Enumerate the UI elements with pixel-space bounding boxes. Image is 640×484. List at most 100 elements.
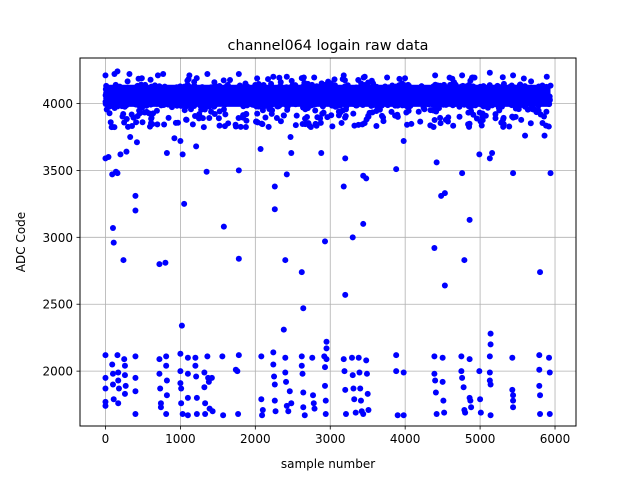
data-point bbox=[163, 410, 170, 417]
band-point bbox=[182, 87, 189, 94]
data-point bbox=[441, 282, 448, 289]
band-point bbox=[232, 123, 239, 130]
data-point bbox=[509, 386, 516, 393]
band-point bbox=[388, 108, 395, 115]
data-point bbox=[121, 362, 128, 369]
band-point bbox=[458, 83, 465, 90]
band-point bbox=[447, 86, 454, 93]
data-point bbox=[467, 397, 474, 404]
band-point bbox=[139, 104, 146, 111]
band-point bbox=[392, 99, 399, 106]
data-point bbox=[110, 239, 117, 246]
band-point bbox=[310, 93, 317, 100]
data-point bbox=[219, 353, 226, 360]
data-point bbox=[282, 369, 289, 376]
data-point bbox=[235, 167, 242, 174]
data-point bbox=[300, 404, 307, 411]
data-point bbox=[184, 370, 191, 377]
band-point bbox=[254, 119, 261, 126]
data-point bbox=[184, 354, 191, 361]
data-point bbox=[285, 408, 292, 415]
data-point bbox=[288, 150, 295, 157]
data-point bbox=[156, 356, 163, 363]
data-point bbox=[440, 397, 447, 404]
band-point bbox=[174, 119, 181, 126]
data-point bbox=[157, 385, 164, 392]
band-point bbox=[442, 116, 449, 123]
x-tick-label: 2000 bbox=[240, 432, 271, 446]
band-point bbox=[103, 98, 110, 105]
data-point bbox=[349, 234, 356, 241]
band-point bbox=[255, 81, 262, 88]
band-point bbox=[393, 89, 400, 96]
band-point bbox=[363, 116, 370, 123]
data-point bbox=[203, 168, 210, 175]
band-point bbox=[221, 101, 228, 108]
data-point bbox=[271, 206, 278, 213]
band-point bbox=[460, 89, 467, 96]
band-point bbox=[384, 74, 391, 81]
data-point bbox=[394, 412, 401, 419]
data-point bbox=[431, 353, 438, 360]
data-point bbox=[163, 362, 170, 369]
data-point bbox=[105, 154, 112, 161]
band-point bbox=[265, 123, 272, 130]
band-point bbox=[181, 107, 188, 114]
data-point bbox=[179, 410, 186, 417]
data-point bbox=[536, 382, 543, 389]
band-point bbox=[467, 77, 474, 84]
band-point bbox=[160, 101, 167, 108]
data-point bbox=[433, 410, 440, 417]
data-point bbox=[201, 369, 208, 376]
band-point bbox=[200, 94, 207, 101]
x-tick-label: 1000 bbox=[165, 432, 196, 446]
band-point bbox=[396, 75, 403, 82]
data-point bbox=[309, 354, 316, 361]
data-point bbox=[208, 374, 215, 381]
band-point bbox=[139, 91, 146, 98]
x-tick-label: 6000 bbox=[540, 432, 571, 446]
data-point bbox=[509, 354, 516, 361]
data-point bbox=[209, 408, 216, 415]
band-point bbox=[450, 122, 457, 129]
band-point bbox=[254, 110, 261, 117]
data-point bbox=[258, 353, 265, 360]
data-point bbox=[458, 368, 465, 375]
band-point bbox=[373, 123, 380, 130]
data-point bbox=[204, 71, 211, 78]
data-point bbox=[220, 223, 227, 230]
y-tick-label: 3500 bbox=[42, 164, 73, 178]
data-point bbox=[280, 326, 287, 333]
band-point bbox=[227, 97, 234, 104]
data-point bbox=[431, 245, 438, 252]
band-point bbox=[259, 107, 266, 114]
x-tick-label: 3000 bbox=[315, 432, 346, 446]
data-point bbox=[322, 410, 329, 417]
band-point bbox=[117, 86, 124, 93]
band-point bbox=[473, 115, 480, 122]
data-point bbox=[178, 385, 185, 392]
data-band bbox=[102, 74, 554, 131]
data-point bbox=[459, 374, 466, 381]
band-point bbox=[123, 101, 130, 108]
data-point bbox=[234, 368, 241, 375]
data-point bbox=[486, 369, 493, 376]
band-point bbox=[423, 95, 430, 102]
band-point bbox=[412, 94, 419, 101]
data-point bbox=[510, 404, 517, 411]
band-point bbox=[280, 112, 287, 119]
band-point bbox=[147, 76, 154, 83]
data-point bbox=[546, 410, 553, 417]
data-point bbox=[543, 73, 550, 80]
data-point bbox=[462, 409, 469, 416]
band-point bbox=[189, 121, 196, 128]
data-point bbox=[270, 349, 277, 356]
data-point bbox=[541, 132, 548, 139]
band-point bbox=[164, 95, 171, 102]
band-point bbox=[274, 103, 281, 110]
data-point bbox=[441, 409, 448, 416]
data-point bbox=[115, 400, 122, 407]
data-point bbox=[259, 406, 266, 413]
data-point bbox=[184, 412, 191, 419]
